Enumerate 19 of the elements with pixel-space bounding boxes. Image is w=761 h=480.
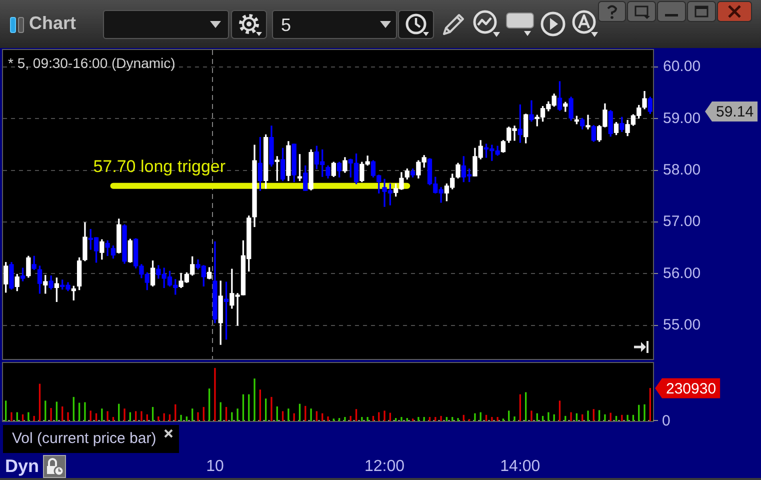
dropdown: 5 bbox=[272, 10, 397, 39]
y-tick-label: 55.00 bbox=[663, 316, 701, 334]
annotation: 57.70 long trigger bbox=[93, 156, 226, 176]
candlestick bbox=[586, 114, 590, 130]
x-tick-label: 12:00 bbox=[364, 458, 405, 476]
text: 0 bbox=[662, 412, 670, 430]
text: Chart bbox=[29, 13, 76, 34]
x-tick-label: 14:00 bbox=[500, 458, 540, 476]
y-tick-label: 57.00 bbox=[663, 213, 701, 230]
y-tick-label: 60.00 bbox=[663, 58, 701, 76]
text: Vol (current price bar) bbox=[12, 430, 156, 448]
y-tick-label: 56.00 bbox=[663, 264, 701, 282]
text: 59.14 bbox=[716, 104, 754, 121]
text: Dyn bbox=[5, 456, 40, 477]
text: 230930 bbox=[666, 380, 716, 398]
chart-title: * 5, 09:30-16:00 (Dynamic) bbox=[8, 54, 176, 71]
y-tick-label: 59.00 bbox=[663, 110, 701, 127]
x-tick-label: 10 bbox=[206, 458, 224, 476]
y-tick-label: 58.00 bbox=[663, 162, 701, 179]
